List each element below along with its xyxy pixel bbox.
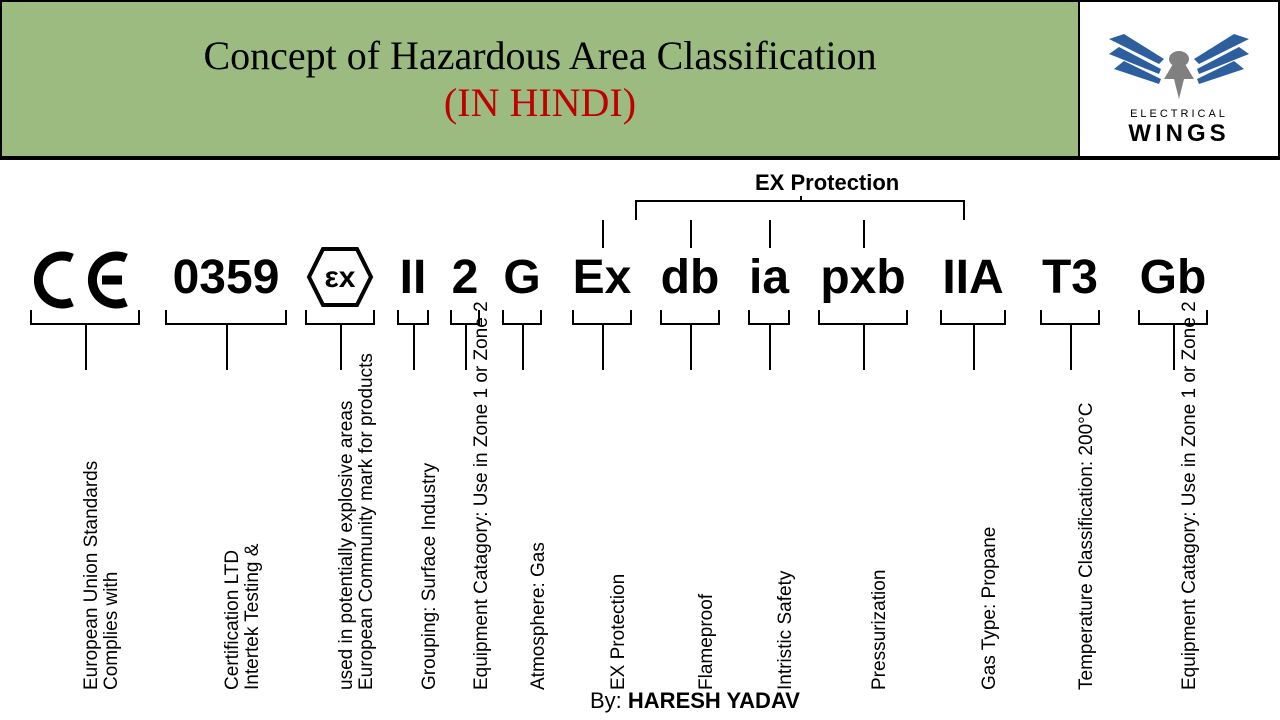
bottom-bracket — [502, 310, 542, 325]
title-box: Concept of Hazardous Area Classification… — [0, 0, 1080, 158]
bottom-stem — [413, 325, 415, 370]
logo-text-top: ELECTRICAL — [1130, 108, 1228, 120]
ex-hexagon-icon: εx — [305, 245, 375, 309]
desc-G: Atmosphere: Gas — [528, 542, 550, 690]
desc-ce-line1: Complies with — [101, 572, 123, 690]
header: Concept of Hazardous Area Classification… — [0, 0, 1280, 160]
desc-n0359-line1: Intertek Testing & — [242, 544, 264, 690]
symbol-G: G — [502, 250, 542, 305]
bottom-bracket — [818, 310, 908, 325]
desc-Gb: Equipment Catagory: Use in Zone 1 or Zon… — [1179, 301, 1201, 690]
desc-ce-line2: European Union Standards — [81, 461, 103, 690]
bottom-bracket — [30, 310, 140, 325]
byline: By: HARESH YADAV — [590, 688, 800, 714]
symbol-ia: ia — [748, 250, 790, 305]
symbol-n0359: 0359 — [165, 250, 287, 305]
top-bracket-leg — [602, 220, 604, 248]
byline-prefix: By: — [590, 688, 628, 713]
desc-pxb: Pressurization — [869, 570, 891, 690]
desc-Ex: EX Protection — [608, 574, 630, 690]
desc-n0359-line2: Certification LTD — [222, 550, 244, 690]
desc-db: Flameproof — [696, 594, 718, 690]
bottom-bracket — [165, 310, 287, 325]
bottom-bracket — [305, 310, 375, 325]
bottom-stem — [1173, 325, 1175, 370]
desc-II: Grouping: Surface Industry — [419, 463, 441, 690]
desc-ex_hex-line1: European Community mark for products — [356, 353, 378, 690]
top-bracket — [635, 200, 965, 220]
bottom-stem — [602, 325, 604, 370]
logo-text-bottom: WINGS — [1128, 120, 1229, 147]
symbol-II: II — [397, 250, 429, 305]
desc-ex_hex-line2: used in potentially explosive areas — [336, 401, 358, 690]
symbol-IIA: IIA — [940, 250, 1006, 305]
top-bracket-leg — [863, 220, 865, 248]
symbol-Gb: Gb — [1138, 250, 1208, 305]
page-title: Concept of Hazardous Area Classification — [203, 32, 876, 79]
electrical-wings-logo-icon: ELECTRICAL WINGS — [1089, 9, 1269, 149]
bottom-bracket — [1040, 310, 1100, 325]
bottom-bracket — [660, 310, 720, 325]
desc-ia: Intristic Safety — [775, 571, 797, 690]
symbol-T3: T3 — [1040, 250, 1100, 305]
bottom-bracket — [940, 310, 1006, 325]
bottom-stem — [863, 325, 865, 370]
symbol-ex_hex: εx — [305, 245, 375, 318]
symbol-db: db — [660, 250, 720, 305]
bottom-stem — [1070, 325, 1072, 370]
bottom-stem — [226, 325, 228, 370]
top-bracket-leg — [690, 220, 692, 248]
desc-IIA: Gas Type: Propane — [979, 527, 1001, 690]
bottom-stem — [85, 325, 87, 370]
top-bracket-leg — [769, 220, 771, 248]
page-subtitle: (IN HINDI) — [444, 79, 636, 126]
desc-T3: Temperature Classification: 200°C — [1076, 403, 1098, 690]
ex-protection-group-label: EX Protection — [755, 170, 899, 196]
bottom-stem — [340, 325, 342, 370]
classification-diagram: EX Protection0359εxII2GExdbiapxbIIAT3GbE… — [0, 160, 1280, 680]
logo-box: ELECTRICAL WINGS — [1080, 0, 1280, 158]
bottom-bracket — [572, 310, 632, 325]
byline-name: HARESH YADAV — [628, 688, 800, 713]
bottom-bracket — [748, 310, 790, 325]
bottom-bracket — [397, 310, 429, 325]
bottom-stem — [690, 325, 692, 370]
bottom-stem — [522, 325, 524, 370]
symbol-Ex: Ex — [572, 250, 632, 305]
bottom-stem — [465, 325, 467, 370]
bottom-stem — [769, 325, 771, 370]
symbol-n2: 2 — [450, 250, 480, 305]
desc-n2: Equipment Catagory: Use in Zone 1 or Zon… — [471, 301, 493, 690]
svg-text:εx: εx — [325, 261, 356, 294]
bottom-stem — [973, 325, 975, 370]
symbol-pxb: pxb — [818, 250, 908, 305]
ce-mark-icon — [30, 250, 140, 310]
